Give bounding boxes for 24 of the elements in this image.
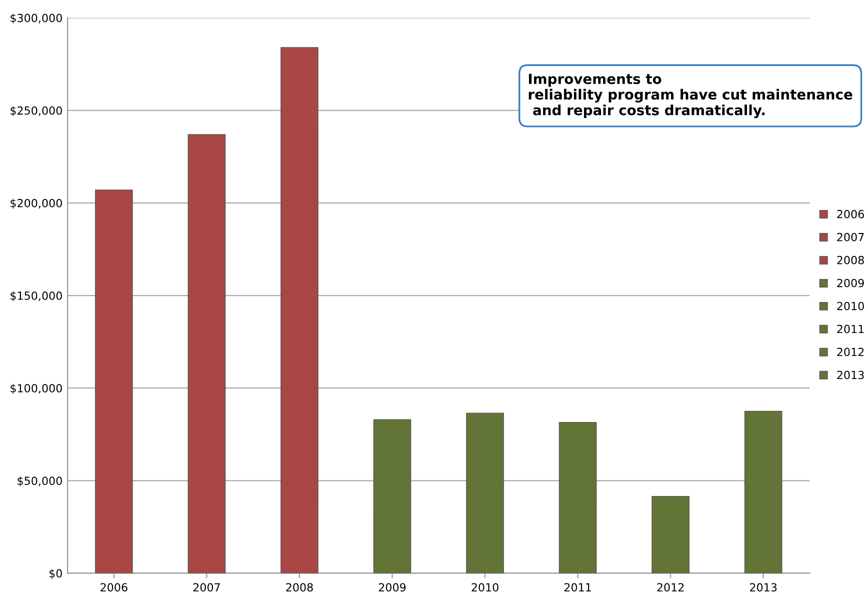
legend-label: 2011 [837, 324, 864, 334]
x-tick-label: 2012 [657, 583, 684, 592]
y-tick-label: $50,000 [18, 476, 62, 486]
x-tick-label: 2008 [286, 583, 313, 592]
x-tick-label: 2010 [472, 583, 498, 592]
annotation: Improvements to reliability program have cut maintenance and repair costs dramatically. [528, 74, 852, 118]
legend-label: 2013 [837, 370, 864, 380]
y-tick-label: $0 [49, 568, 62, 580]
y-tick-label: $100,000 [10, 384, 62, 394]
x-tick-label: 2009 [378, 583, 406, 592]
y-tick-label: $200,000 [10, 198, 62, 209]
x-tick-label: 2011 [564, 583, 591, 592]
legend-label: 2008 [837, 256, 864, 264]
x-tick-label: 2007 [193, 583, 220, 592]
y-tick-label: $300,000 [10, 14, 62, 24]
x-tick-label: 2006 [100, 583, 128, 592]
x-tick-label: 2013 [750, 583, 777, 592]
legend-label: 2006 [837, 210, 864, 218]
legend-label: 2007 [837, 232, 864, 242]
y-tick-label: $150,000 [10, 291, 62, 302]
y-tick-label: $250,000 [10, 106, 62, 116]
legend-label: 2012 [837, 348, 864, 356]
legend-label: 2009 [837, 278, 864, 288]
legend-label: 2010 [837, 302, 864, 310]
